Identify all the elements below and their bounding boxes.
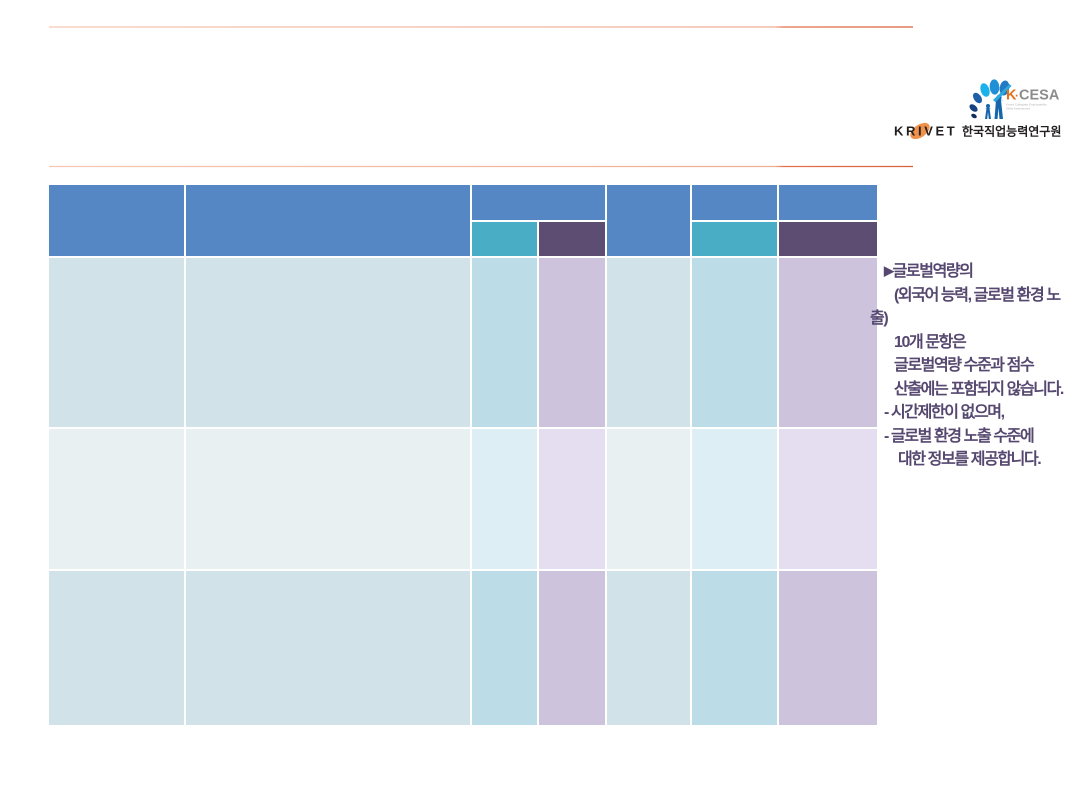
svg-text:CESA: CESA <box>1019 88 1060 104</box>
svg-text:Skills Assessment: Skills Assessment <box>1006 107 1030 111</box>
svg-text:한국직업능력연구원: 한국직업능력연구원 <box>962 124 1061 139</box>
svg-text:KRIVET: KRIVET <box>894 124 957 139</box>
